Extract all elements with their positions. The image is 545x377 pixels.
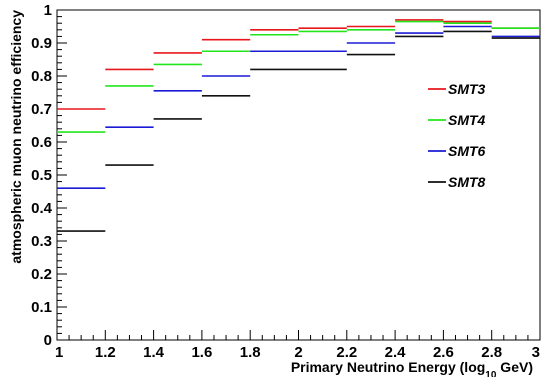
legend-label: SMT8 bbox=[448, 174, 486, 190]
y-tick-label: 0.3 bbox=[31, 233, 52, 250]
axes: 1 1.2 1.4 1.6 1.8 2 2.2 2.4 2.6 2.8 3 0 0.1 0.2 0.3 0.4… bbox=[31, 2, 541, 361]
x-tick-label: 1 bbox=[55, 344, 63, 361]
x-axis-title: Primary Neutrino Energy (log10 GeV) bbox=[291, 359, 533, 377]
legend-label: SMT6 bbox=[448, 143, 486, 159]
y-tick-label: 0.1 bbox=[31, 299, 52, 316]
legend-label: SMT3 bbox=[448, 81, 486, 97]
y-tick-label: 1 bbox=[44, 2, 52, 19]
x-tick-label: 1.4 bbox=[143, 344, 165, 361]
x-tick-label: 2.8 bbox=[481, 344, 502, 361]
y-tick-label: 0.2 bbox=[31, 266, 52, 283]
y-axis-title: atmospheric muon neutrino efficiency bbox=[8, 10, 24, 264]
legend: SMT3 SMT4 SMT6 SMT8 bbox=[428, 81, 486, 190]
y-tick-label: 0.9 bbox=[31, 35, 52, 52]
x-tick-label: 1.2 bbox=[95, 344, 116, 361]
y-tick-label: 0.5 bbox=[31, 167, 52, 184]
series-lines bbox=[57, 19, 540, 232]
x-axis-title-tail: GeV) bbox=[496, 359, 533, 375]
x-tick-label: 2.2 bbox=[336, 344, 357, 361]
x-axis-title-subscript: 10 bbox=[485, 370, 497, 377]
x-tick-label: 2.6 bbox=[433, 344, 454, 361]
x-axis-title-main: Primary Neutrino Energy (log bbox=[291, 359, 485, 375]
series-smt6 bbox=[57, 25, 540, 189]
x-tick-label: 2 bbox=[294, 344, 302, 361]
legend-label: SMT4 bbox=[448, 112, 486, 128]
y-tick-label: 0.6 bbox=[31, 134, 52, 151]
series-smt8 bbox=[57, 30, 540, 232]
x-tick-label: 1.8 bbox=[240, 344, 261, 361]
series-smt4 bbox=[57, 20, 540, 133]
y-tick-label: 0 bbox=[44, 332, 52, 349]
y-tick-label: 0.8 bbox=[31, 68, 52, 85]
x-tick-label: 1.6 bbox=[191, 344, 212, 361]
x-tick-label: 3 bbox=[532, 344, 540, 361]
y-tick-label: 0.4 bbox=[31, 200, 53, 217]
y-tick-label: 0.7 bbox=[31, 101, 52, 118]
x-tick-label: 2.4 bbox=[385, 344, 407, 361]
